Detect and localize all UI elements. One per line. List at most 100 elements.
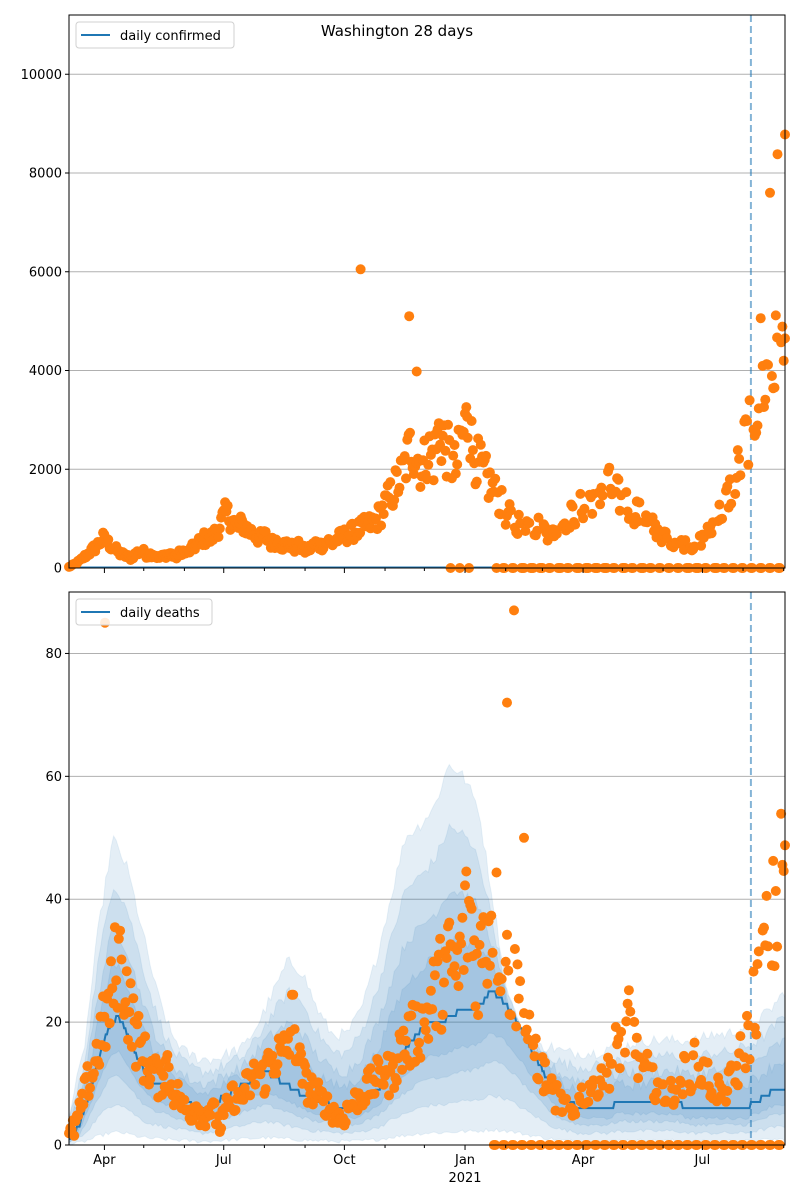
confirmed-point: [621, 487, 632, 498]
confirmed-point: [680, 535, 691, 546]
confirmed-point: [405, 427, 415, 438]
deaths-point: [763, 941, 773, 952]
confirmed-point: [760, 394, 771, 405]
confirmed-point: [604, 462, 615, 473]
deaths-point: [669, 1095, 680, 1106]
confirmed-point: [391, 467, 402, 477]
deaths-point: [496, 974, 507, 984]
deaths-point: [111, 975, 122, 986]
confirmed-point: [730, 489, 741, 499]
deaths-point: [288, 989, 299, 1000]
confirmed-outlier: [404, 311, 415, 322]
confirmed-point: [512, 529, 523, 539]
confirmed-point: [578, 513, 589, 524]
deaths-point: [461, 866, 472, 877]
deaths-point: [100, 1041, 111, 1052]
confirmed-point: [376, 520, 387, 531]
deaths-point: [172, 1078, 183, 1089]
deaths-outlier: [502, 697, 512, 708]
confirmed-point: [513, 509, 524, 520]
confirmed-point: [423, 459, 434, 470]
confirmed-point: [769, 382, 780, 393]
confirmed-point: [596, 482, 607, 493]
deaths-point: [622, 998, 633, 1009]
confirmed-point: [597, 490, 608, 501]
deaths-point: [650, 1095, 661, 1106]
deaths-point: [130, 1061, 141, 1072]
deaths-point: [216, 1123, 227, 1134]
deaths-point: [658, 1079, 668, 1090]
deaths-point: [365, 1063, 376, 1074]
confirmed-point: [214, 523, 225, 534]
deaths-point: [115, 925, 126, 936]
confirmed-point: [401, 473, 411, 484]
confirmed-point: [567, 501, 578, 512]
deaths-point: [397, 1064, 408, 1075]
confirmed-point: [763, 359, 773, 370]
deaths-point: [471, 948, 482, 959]
deaths-point: [132, 1019, 143, 1030]
confirmed-point: [732, 445, 743, 456]
confirmed-point: [579, 503, 590, 514]
deaths-point: [474, 939, 485, 950]
deaths-point: [429, 970, 440, 981]
deaths-point: [369, 1088, 380, 1099]
deaths-point: [752, 959, 763, 970]
deaths-point: [414, 1037, 425, 1048]
deaths-point: [702, 1057, 713, 1068]
deaths-point: [491, 867, 502, 878]
deaths-point: [230, 1105, 241, 1115]
deaths-point: [759, 922, 769, 933]
confirmed-point: [717, 513, 728, 524]
deaths-point: [502, 929, 512, 940]
deaths-point: [515, 976, 526, 987]
deaths-point: [495, 986, 506, 997]
deaths-point: [427, 1004, 438, 1015]
deaths-point: [296, 1048, 307, 1059]
confirmed-point: [471, 476, 482, 487]
confirmed-point: [551, 528, 562, 539]
deaths-point: [629, 1016, 640, 1027]
deaths-point: [475, 920, 486, 931]
confirmed-point: [448, 450, 459, 461]
confirmed-outlier: [462, 411, 473, 422]
deaths-point: [82, 1061, 93, 1072]
deaths-point: [419, 1017, 430, 1028]
deaths-point: [505, 1010, 516, 1021]
deaths-point: [620, 1047, 630, 1058]
confirmed-point: [734, 453, 745, 464]
deaths-point: [470, 1001, 481, 1012]
deaths-point: [511, 1021, 522, 1032]
x-tick-label: Jan: [454, 1153, 475, 1168]
deaths-point: [751, 1029, 762, 1040]
deaths-point: [665, 1075, 676, 1086]
deaths-point: [606, 1058, 617, 1069]
deaths-point: [444, 917, 455, 928]
deaths-point: [94, 1059, 105, 1070]
deaths-point: [776, 808, 787, 819]
deaths-point: [722, 1086, 733, 1096]
confirmed-point: [742, 416, 752, 426]
y-tick-label: 10000: [21, 68, 62, 83]
x-year-label: 2021: [448, 1171, 481, 1186]
deaths-point: [769, 961, 780, 972]
deaths-point: [420, 1025, 431, 1036]
deaths-point: [689, 1037, 700, 1048]
confirmed-point: [778, 355, 789, 366]
deaths-point: [255, 1069, 266, 1080]
deaths-point: [107, 983, 118, 994]
deaths-point: [647, 1062, 658, 1073]
deaths-point: [633, 1073, 644, 1084]
deaths-point: [731, 1060, 742, 1071]
deaths-point: [384, 1090, 394, 1101]
confirmed-outlier: [355, 264, 366, 275]
deaths-point: [121, 966, 132, 977]
deaths-point: [458, 965, 469, 975]
y-tick-label: 80: [45, 647, 62, 662]
y-tick-label: 2000: [29, 463, 62, 478]
x-tick-label: Oct: [333, 1153, 355, 1168]
deaths-point: [124, 1007, 135, 1017]
confirmed-outlier: [755, 313, 766, 324]
confirmed-point: [714, 499, 725, 510]
y-tick-label: 20: [45, 1016, 62, 1031]
